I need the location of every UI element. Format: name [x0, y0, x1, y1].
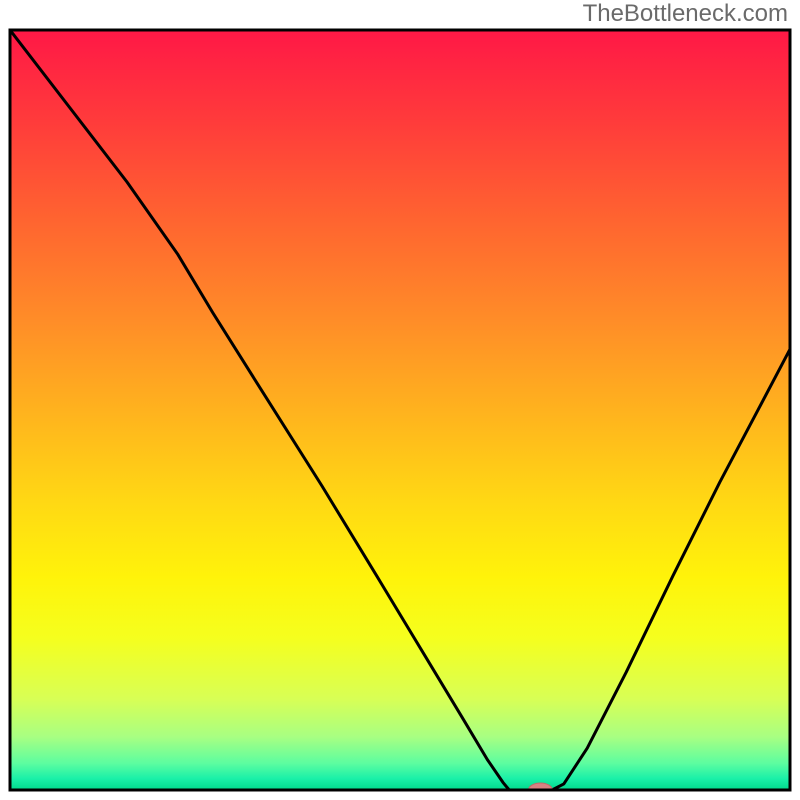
watermark-text: TheBottleneck.com [583, 0, 788, 28]
chart-container: TheBottleneck.com [0, 0, 800, 800]
gradient-background [10, 30, 790, 790]
chart-svg [0, 0, 800, 800]
